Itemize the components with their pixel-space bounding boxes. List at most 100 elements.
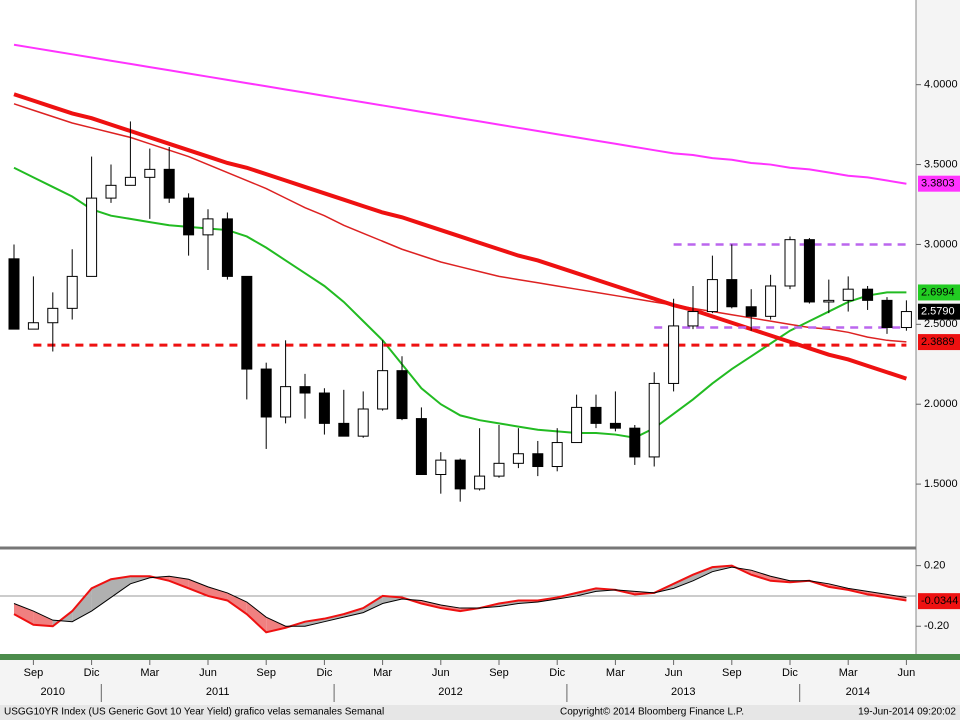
candle-body: [338, 422, 350, 437]
candle-body: [260, 368, 272, 418]
x-tick-label: Sep: [24, 667, 44, 679]
x-tick-label: Mar: [140, 667, 159, 679]
overlay-line: [13, 43, 907, 185]
x-tick-label: Mar: [373, 667, 392, 679]
macd-fill: [305, 618, 325, 627]
y-axis-area: [916, 0, 960, 660]
x-tick-label: Jun: [199, 667, 217, 679]
candle-body: [668, 325, 680, 384]
y-tick-label: 3.5000: [924, 158, 958, 170]
candle-body: [745, 306, 757, 317]
candle-body: [163, 168, 175, 199]
candle-body: [454, 459, 466, 490]
candle-body: [105, 184, 117, 199]
macd-line: [13, 566, 907, 627]
candle-body: [629, 427, 641, 458]
candle-body: [590, 406, 602, 424]
macd-fill: [33, 611, 53, 627]
candle-body: [221, 218, 233, 277]
candle-body: [512, 453, 524, 464]
year-label: 2012: [438, 686, 462, 698]
candle-body: [8, 258, 20, 330]
candle-body: [280, 386, 292, 418]
candle-body: [241, 275, 253, 370]
candle-body: [532, 453, 544, 468]
candle-body: [687, 311, 699, 327]
candle-body: [415, 418, 427, 476]
x-tick-label: Mar: [606, 667, 625, 679]
footer-center: Copyright© 2014 Bloomberg Finance L.P.: [560, 707, 744, 718]
x-tick-label: Jun: [665, 667, 683, 679]
macd-fill: [91, 579, 111, 612]
candle-body: [862, 288, 874, 301]
value-box: [918, 284, 960, 301]
year-label: 2010: [41, 686, 65, 698]
candle-body: [609, 422, 621, 429]
candle-body: [706, 279, 718, 313]
y-tick-label: 2.5000: [924, 318, 958, 330]
candle-body: [144, 168, 156, 178]
x-tick-label: Sep: [722, 667, 742, 679]
macd-fill: [14, 603, 34, 625]
candle-body: [47, 307, 59, 324]
candle-body: [66, 275, 78, 309]
macd-fill: [169, 576, 189, 589]
y-tick-label: 0.20: [924, 560, 945, 572]
candle-body: [474, 475, 486, 490]
year-label: 2014: [846, 686, 870, 698]
y-tick-label: 3.0000: [924, 238, 958, 250]
candle-body: [124, 176, 136, 186]
value-box-label: -0.0344: [921, 595, 958, 607]
candle-body: [726, 279, 738, 308]
candle-body: [823, 299, 835, 303]
y-tick-label: 4.0000: [924, 79, 958, 91]
footer-bar: [0, 705, 960, 720]
value-box-label: 2.5790: [921, 306, 955, 318]
candle-body: [765, 285, 777, 317]
y-tick-label: 1.5000: [924, 478, 958, 490]
candle-body: [881, 299, 893, 329]
candle-body: [493, 462, 505, 477]
candle-body: [784, 239, 796, 287]
value-box-label: 2.3889: [921, 336, 955, 348]
year-label: 2013: [671, 686, 695, 698]
macd-fill: [693, 567, 713, 581]
value-box: [918, 175, 960, 192]
candle-body: [27, 322, 39, 330]
candle-body: [202, 218, 214, 236]
macd-fill: [188, 579, 208, 596]
x-tick-label: Dic: [782, 667, 798, 679]
candle-body: [299, 386, 311, 394]
x-tick-label: Dic: [316, 667, 332, 679]
macd-fill: [246, 602, 267, 633]
value-box: [918, 593, 960, 610]
macd-fill: [673, 574, 693, 589]
macd-line: [13, 564, 907, 634]
macd-fill: [208, 586, 228, 601]
candle-body: [183, 197, 195, 236]
x-tick-label: Sep: [256, 667, 276, 679]
candle-body: [900, 311, 912, 329]
footer-right: 19-Jun-2014 09:20:02: [858, 707, 956, 718]
candle-body: [551, 442, 563, 468]
overlay-line: [13, 166, 907, 439]
x-tick-label: Jun: [898, 667, 916, 679]
candle-body: [648, 382, 660, 458]
x-tick-label: Dic: [84, 667, 100, 679]
candle-body: [318, 392, 330, 424]
candle-body: [842, 288, 854, 301]
y-tick-label: -0.20: [924, 620, 949, 632]
y-tick-label: 2.0000: [924, 398, 958, 410]
x-tick-label: Dic: [549, 667, 565, 679]
candle-body: [435, 459, 447, 476]
candle-body: [396, 370, 408, 420]
overlay-line: [13, 103, 907, 343]
candle-body: [357, 408, 369, 437]
x-tick-label: Jun: [432, 667, 450, 679]
value-box-label: 2.6994: [921, 286, 955, 298]
candle-body: [377, 370, 389, 410]
overlay-line: [13, 92, 908, 381]
